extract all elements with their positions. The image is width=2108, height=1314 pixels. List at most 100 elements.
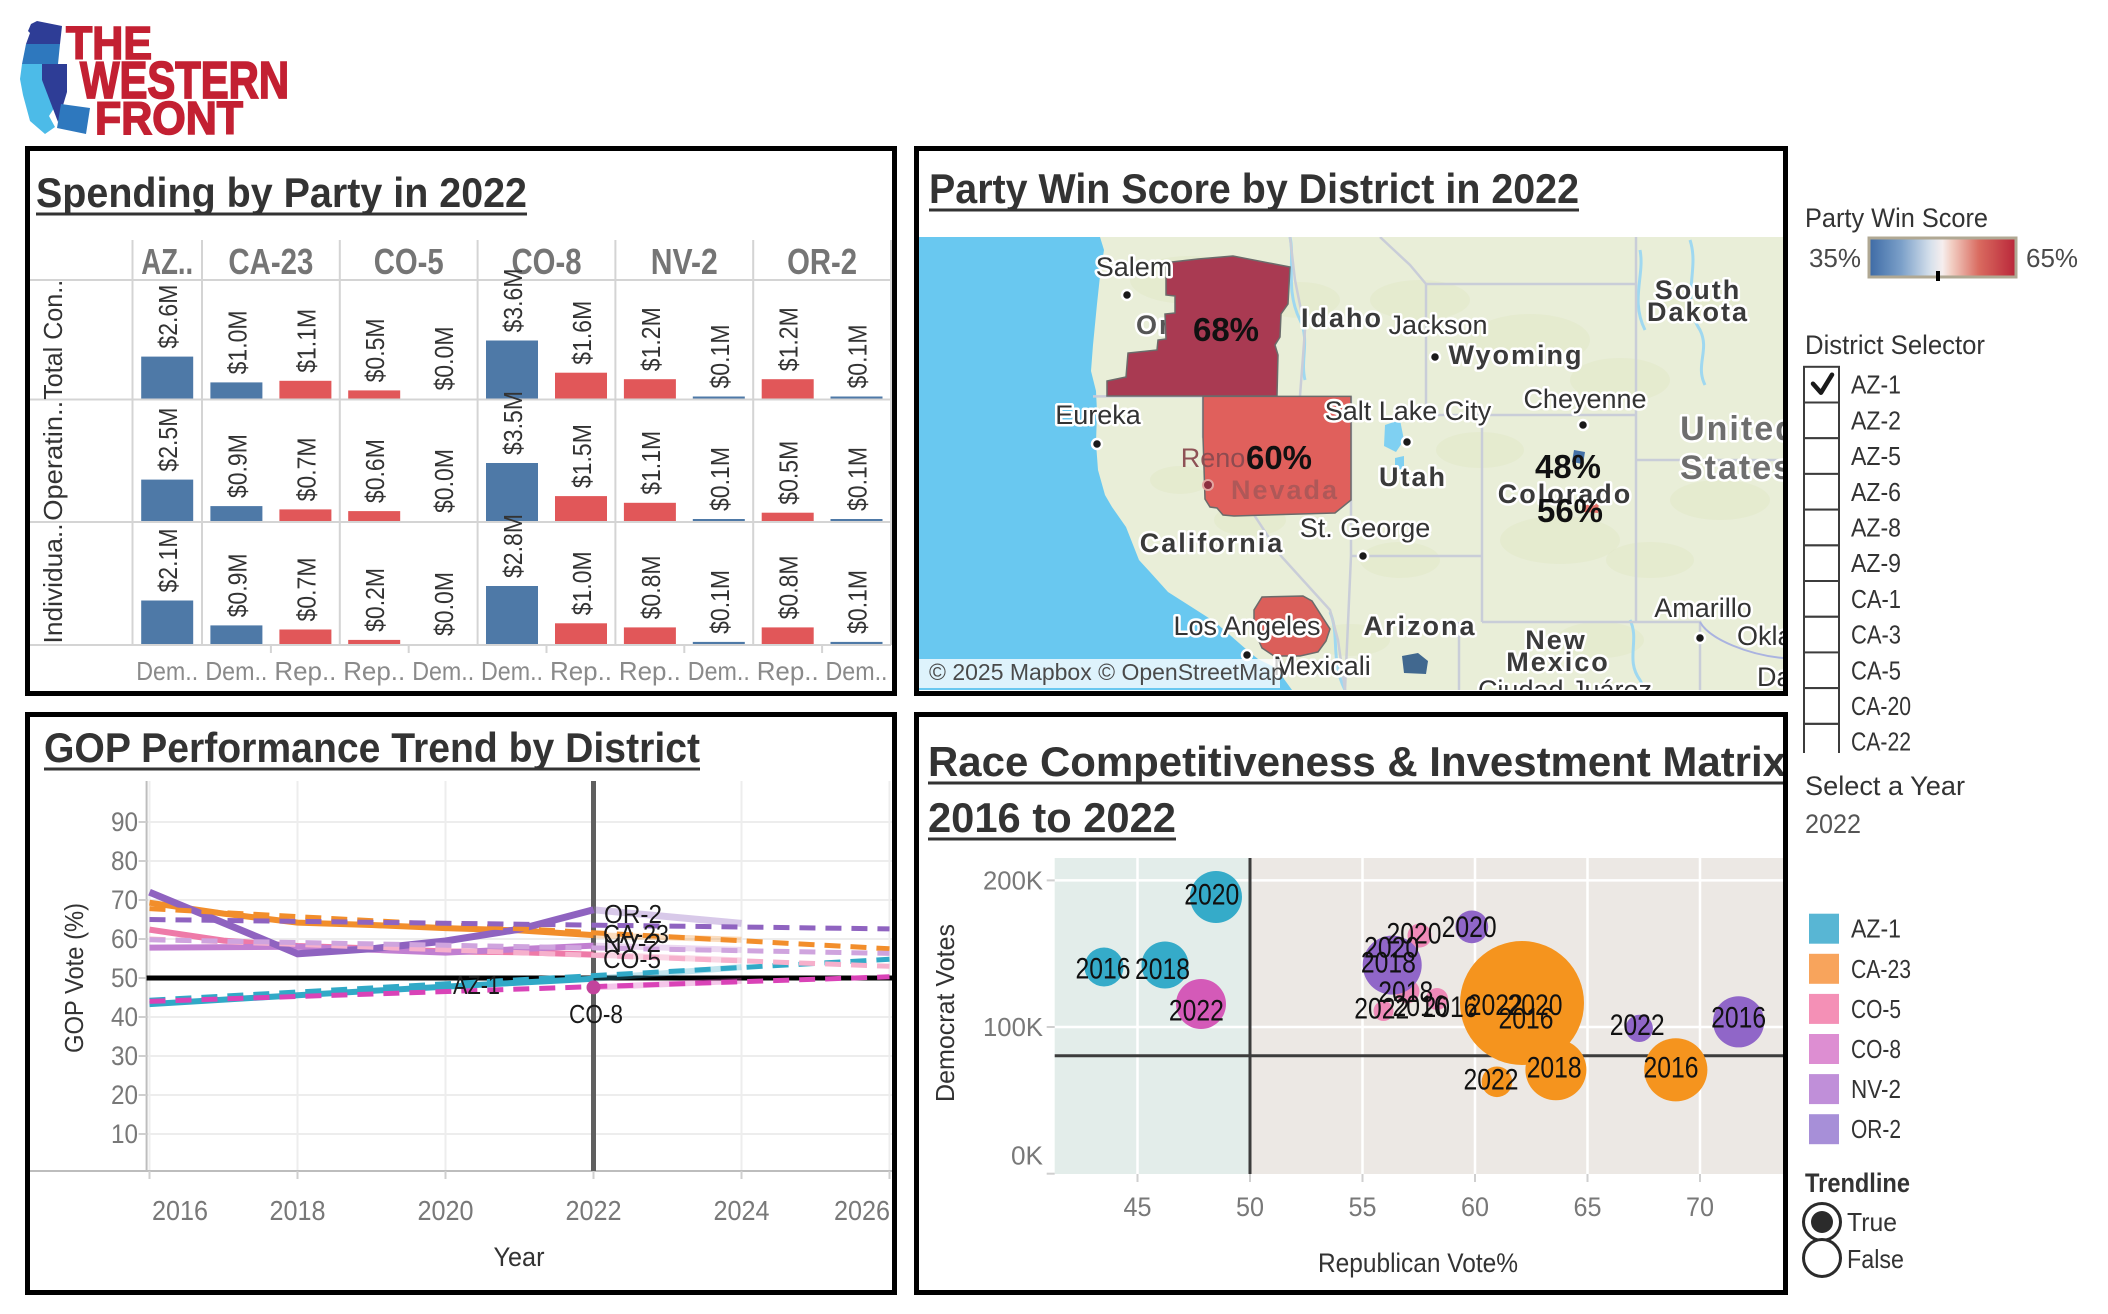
svg-text:2024: 2024 (714, 1195, 770, 1226)
svg-text:$0.1M: $0.1M (705, 325, 735, 389)
svg-text:Nevada: Nevada (1231, 475, 1339, 505)
svg-text:2020: 2020 (1387, 918, 1442, 951)
svg-text:CO-8: CO-8 (1851, 1034, 1901, 1064)
svg-text:California: California (1140, 528, 1285, 558)
svg-text:0K: 0K (1011, 1141, 1044, 1171)
svg-text:Cheyenne: Cheyenne (1523, 384, 1646, 414)
svg-text:Reno: Reno (1181, 443, 1246, 473)
svg-text:Rep..: Rep.. (757, 656, 819, 686)
svg-text:$0.8M: $0.8M (636, 555, 666, 619)
svg-text:CO-5: CO-5 (1851, 994, 1901, 1024)
svg-text:Dakota: Dakota (1647, 297, 1749, 327)
svg-text:2022: 2022 (1169, 994, 1224, 1027)
svg-text:$3.5M: $3.5M (498, 391, 528, 455)
svg-text:Mexicali: Mexicali (1273, 651, 1371, 681)
svg-text:$0.0M: $0.0M (429, 327, 459, 391)
svg-text:$0.5M: $0.5M (774, 441, 804, 505)
svg-text:70: 70 (1686, 1192, 1714, 1222)
svg-text:Dem..: Dem.. (136, 656, 198, 686)
svg-text:Rep..: Rep.. (343, 656, 405, 686)
svg-text:CA-5: CA-5 (1851, 655, 1901, 685)
svg-text:$0.1M: $0.1M (705, 570, 735, 634)
svg-text:OR-2: OR-2 (604, 899, 662, 929)
svg-text:2016: 2016 (1076, 953, 1131, 986)
svg-text:Oklah: Oklah (1737, 621, 1783, 651)
svg-text:Spending by Party in 2022: Spending by Party in 2022 (36, 169, 527, 216)
svg-text:$2.8M: $2.8M (498, 514, 528, 578)
svg-text:CA-3: CA-3 (1851, 620, 1901, 650)
svg-text:Ciudad Juárez: Ciudad Juárez (1478, 675, 1652, 691)
svg-text:$0.8M: $0.8M (774, 555, 804, 619)
svg-text:$0.2M: $0.2M (360, 568, 390, 632)
svg-text:Rep..: Rep.. (550, 656, 612, 686)
svg-text:WESTERN: WESTERN (80, 52, 289, 110)
svg-text:CO-5: CO-5 (374, 241, 444, 282)
svg-text:Eureka: Eureka (1055, 400, 1142, 430)
svg-text:Amarillo: Amarillo (1654, 593, 1752, 623)
svg-text:Republican Vote%: Republican Vote% (1318, 1248, 1518, 1278)
svg-text:200K: 200K (983, 865, 1044, 895)
svg-text:2016: 2016 (1499, 1002, 1554, 1035)
svg-text:CO-8: CO-8 (569, 999, 623, 1029)
svg-text:Individua..: Individua.. (38, 524, 68, 644)
svg-text:$1.1M: $1.1M (291, 309, 321, 373)
svg-text:AZ-6: AZ-6 (1851, 477, 1901, 507)
svg-text:Operatin..: Operatin.. (38, 401, 68, 521)
svg-text:$1.0M: $1.0M (567, 551, 597, 615)
svg-text:$0.6M: $0.6M (360, 439, 390, 503)
svg-text:$2.5M: $2.5M (153, 408, 183, 472)
svg-text:Salem: Salem (1096, 252, 1173, 282)
svg-text:$0.0M: $0.0M (429, 449, 459, 513)
svg-text:CO-5: CO-5 (603, 944, 661, 974)
svg-text:Wyoming: Wyoming (1449, 340, 1584, 370)
svg-text:2022: 2022 (566, 1195, 622, 1226)
svg-text:False: False (1847, 1244, 1904, 1274)
svg-text:2022: 2022 (1468, 989, 1523, 1022)
svg-text:$0.7M: $0.7M (291, 558, 321, 622)
svg-text:80: 80 (111, 846, 138, 876)
svg-text:2022: 2022 (1354, 993, 1409, 1026)
svg-text:Democrat Votes: Democrat Votes (930, 924, 960, 1102)
svg-text:OR-2: OR-2 (787, 241, 857, 282)
svg-text:Colorado: Colorado (1498, 479, 1633, 509)
svg-text:60: 60 (1461, 1192, 1489, 1222)
svg-text:AZ-1: AZ-1 (453, 970, 500, 1000)
svg-text:55: 55 (1349, 1192, 1377, 1222)
svg-text:GOP Performance Trend by Distr: GOP Performance Trend by District (44, 724, 700, 771)
svg-text:$2.6M: $2.6M (153, 285, 183, 349)
svg-text:2022: 2022 (1805, 809, 1861, 839)
svg-text:© 2025 Mapbox © OpenStreetMap: © 2025 Mapbox © OpenStreetMap (929, 659, 1284, 685)
svg-text:2022: 2022 (1610, 1009, 1665, 1042)
svg-text:60: 60 (111, 924, 138, 954)
svg-text:Los Angeles: Los Angeles (1173, 611, 1320, 641)
svg-text:$0.0M: $0.0M (429, 572, 459, 636)
svg-text:2020: 2020 (418, 1195, 474, 1226)
svg-text:2018: 2018 (1378, 976, 1433, 1009)
svg-text:$0.1M: $0.1M (843, 325, 873, 389)
svg-text:$3.6M: $3.6M (498, 269, 528, 333)
svg-text:70: 70 (111, 885, 138, 915)
svg-text:NV-2: NV-2 (651, 241, 718, 282)
svg-text:30: 30 (111, 1041, 138, 1071)
svg-text:CA-20: CA-20 (1851, 691, 1911, 721)
svg-text:65: 65 (1574, 1192, 1602, 1222)
svg-text:2016: 2016 (1423, 991, 1478, 1024)
svg-text:United: United (1680, 410, 1783, 448)
svg-text:Arizona: Arizona (1363, 611, 1476, 641)
svg-text:48%: 48% (1535, 448, 1601, 485)
svg-text:AZ-2: AZ-2 (1851, 405, 1901, 435)
svg-text:2020: 2020 (1184, 879, 1239, 912)
svg-text:Dem..: Dem.. (826, 656, 888, 686)
svg-text:District Selector: District Selector (1805, 330, 1985, 360)
svg-text:New: New (1525, 625, 1587, 655)
svg-text:AZ-5: AZ-5 (1851, 441, 1901, 471)
svg-text:CA-23: CA-23 (603, 919, 669, 949)
svg-text:$1.5M: $1.5M (567, 424, 597, 488)
svg-text:FRONT: FRONT (95, 92, 243, 144)
svg-text:2020: 2020 (1442, 911, 1497, 944)
svg-text:CA-1: CA-1 (1851, 584, 1901, 614)
svg-text:$0.9M: $0.9M (222, 434, 252, 498)
svg-text:60%: 60% (1246, 439, 1312, 476)
svg-text:Utah: Utah (1379, 462, 1447, 492)
svg-text:$0.9M: $0.9M (222, 553, 252, 617)
